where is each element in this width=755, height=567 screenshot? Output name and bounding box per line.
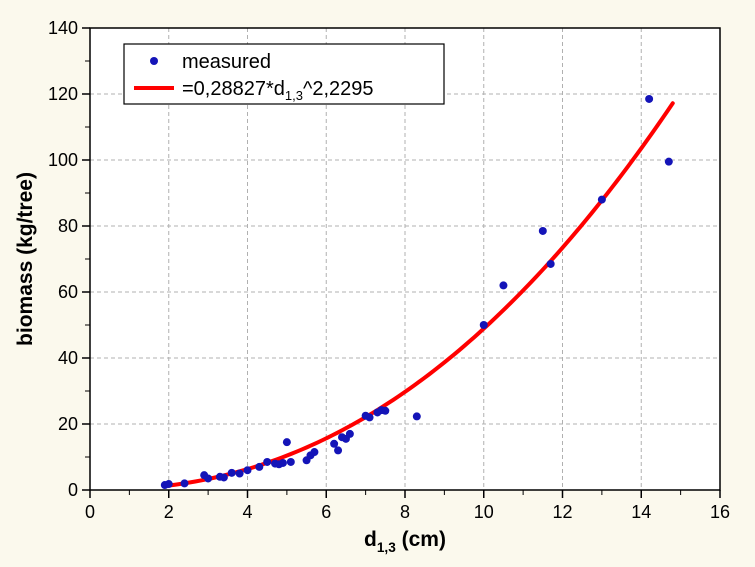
x-tick-label: 16	[710, 502, 730, 522]
x-tick-label: 0	[85, 502, 95, 522]
data-point	[310, 448, 318, 456]
legend-marker-icon	[150, 57, 158, 65]
y-tick-label: 0	[68, 480, 78, 500]
chart-container: 0 2 4 6 8 10 12 14 16 0 20 40 60 80 100 120 140 d1,3 (cm)…	[0, 0, 755, 567]
x-tick-label: 6	[321, 502, 331, 522]
data-point	[204, 474, 212, 482]
y-tick-label: 40	[58, 348, 78, 368]
data-point	[279, 459, 287, 467]
data-point	[547, 260, 555, 268]
data-point	[645, 95, 653, 103]
data-point	[244, 466, 252, 474]
data-point	[287, 458, 295, 466]
data-point	[165, 480, 173, 488]
x-tick-label: 10	[474, 502, 494, 522]
y-tick-label: 120	[48, 84, 78, 104]
y-tick-label: 140	[48, 18, 78, 38]
x-tick-label: 14	[631, 502, 651, 522]
data-point	[283, 438, 291, 446]
data-point	[346, 430, 354, 438]
chart-svg: 0 2 4 6 8 10 12 14 16 0 20 40 60 80 100 120 140 d1,3 (cm)…	[0, 0, 755, 567]
data-point	[334, 446, 342, 454]
data-point	[665, 158, 673, 166]
data-point	[220, 473, 228, 481]
legend-item-label: measured	[182, 51, 271, 73]
data-point	[255, 463, 263, 471]
data-point	[228, 469, 236, 477]
legend-item-label: =0,28827*d1,3^2,2295	[182, 78, 374, 103]
data-point	[236, 470, 244, 478]
x-tick-label: 12	[552, 502, 572, 522]
x-axis-label: d1,3 (cm)	[364, 528, 446, 555]
x-tick-label: 2	[164, 502, 174, 522]
y-tick-label: 100	[48, 150, 78, 170]
y-tick-label: 80	[58, 216, 78, 236]
data-point	[381, 407, 389, 415]
data-point	[499, 281, 507, 289]
data-point	[480, 321, 488, 329]
data-point	[366, 413, 374, 421]
data-point	[598, 196, 606, 204]
data-point	[181, 479, 189, 487]
data-point	[539, 227, 547, 235]
x-tick-label: 4	[242, 502, 252, 522]
data-point	[263, 458, 271, 466]
x-tick-label: 8	[400, 502, 410, 522]
y-tick-label: 60	[58, 282, 78, 302]
data-point	[413, 412, 421, 420]
y-axis-label: biomass (kg/tree)	[14, 172, 37, 346]
y-tick-label: 20	[58, 414, 78, 434]
